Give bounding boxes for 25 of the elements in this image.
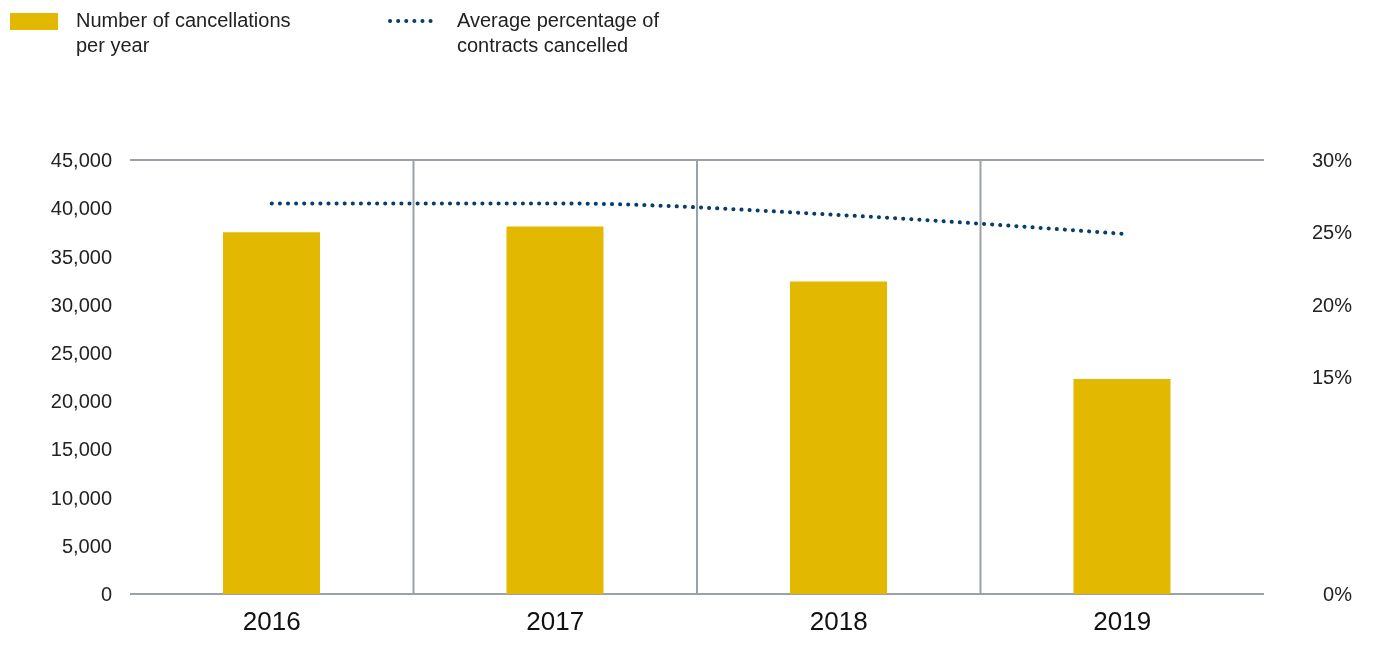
x-tick-label: 2019	[1093, 606, 1152, 637]
bar	[790, 281, 887, 594]
y-tick-label: 40,000	[50, 197, 112, 220]
y2-tick-label: 30%	[1311, 149, 1353, 172]
y2-tick-label: 15%	[1311, 366, 1353, 389]
y2-tick-label: 25%	[1311, 221, 1353, 244]
y-tick-label: 35,000	[50, 245, 112, 268]
y-tick-label: 15,000	[50, 438, 112, 461]
y-tick-label: 10,000	[50, 486, 112, 509]
y-tick-label: 25,000	[50, 341, 112, 364]
x-tick-label: 2018	[809, 606, 868, 637]
x-tick-label: 2017	[526, 606, 585, 637]
bar	[506, 226, 604, 594]
y-tick-label: 20,000	[50, 390, 112, 413]
y-tick-label: 30,000	[50, 293, 112, 316]
y2-tick-label: 0%	[1323, 583, 1353, 606]
bar	[223, 232, 320, 594]
bar	[1073, 378, 1171, 594]
legend-label: Number of cancellations per year	[76, 8, 292, 58]
y2-tick-label: 20%	[1311, 293, 1353, 316]
y-tick-label: 45,000	[50, 149, 112, 172]
y-tick-label: 5,000	[61, 534, 112, 557]
y-tick-label: 0	[100, 583, 112, 606]
x-tick-label: 2016	[242, 606, 301, 637]
legend-label: Average percentage of contracts cancelled	[457, 8, 660, 58]
